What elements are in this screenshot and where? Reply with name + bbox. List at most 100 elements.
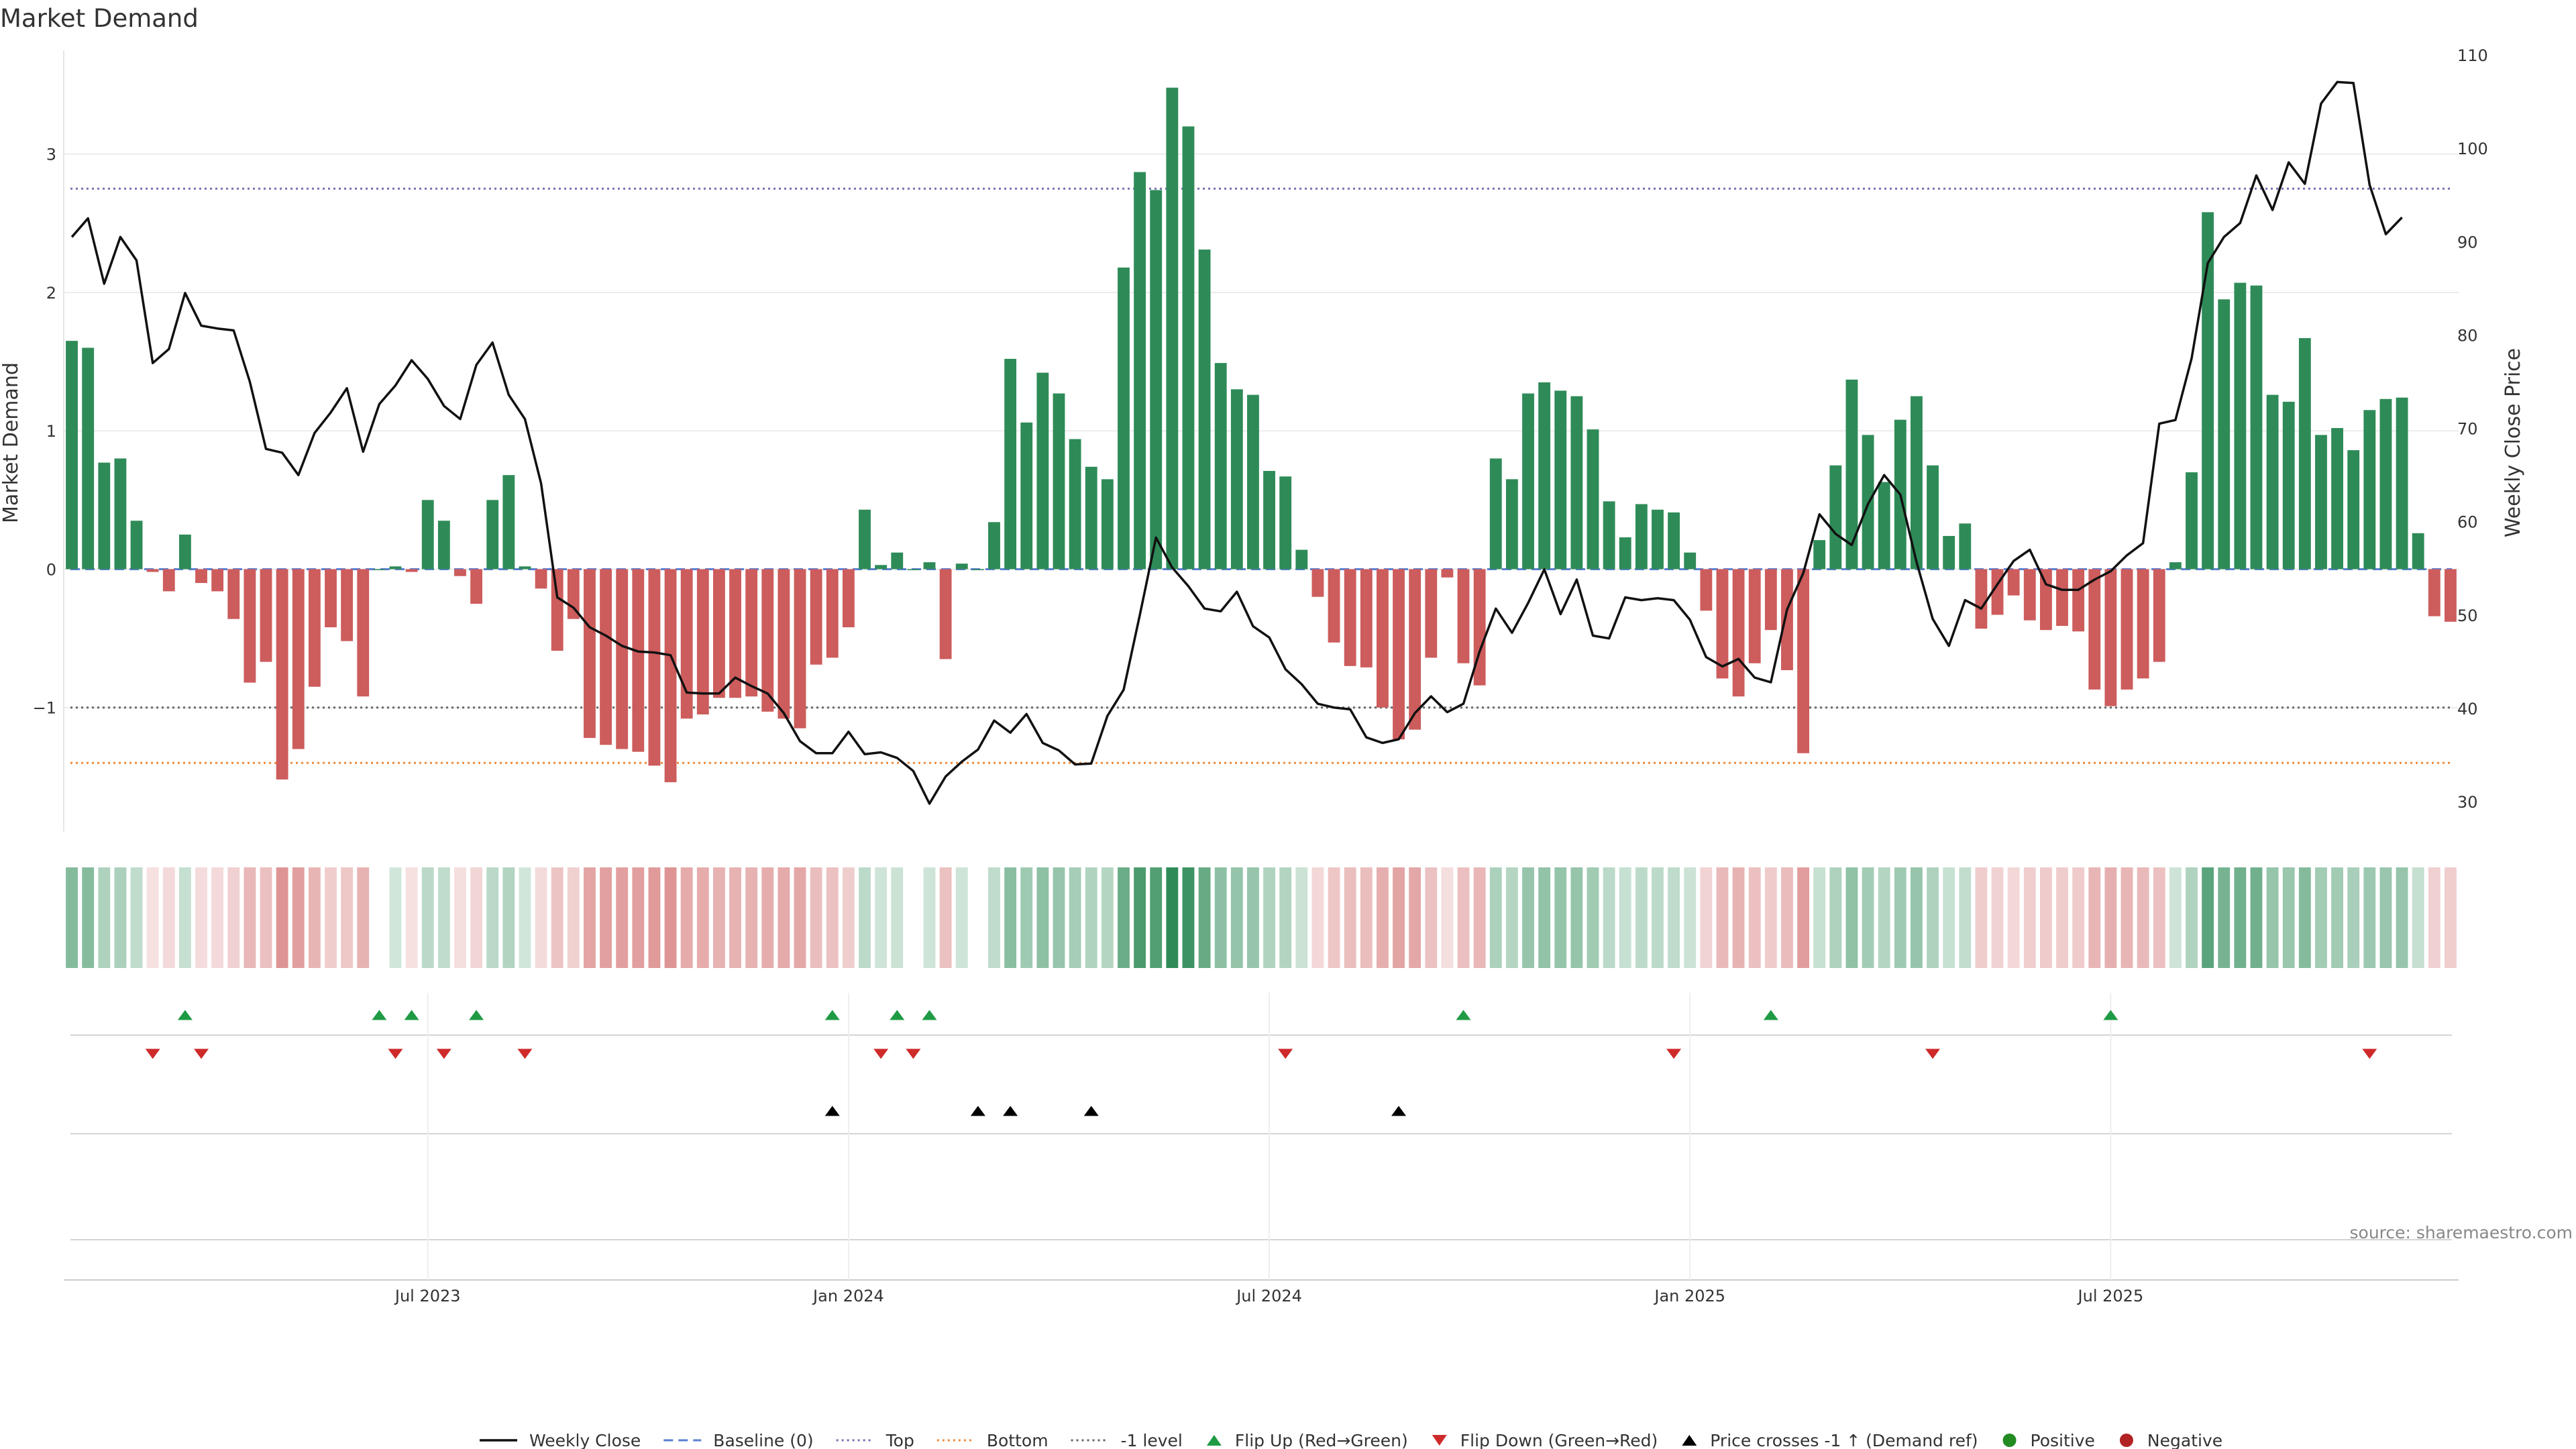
heat-cell (437, 867, 450, 968)
flip-down-marker (906, 1049, 921, 1059)
legend-label: Top (885, 1431, 914, 1449)
heat-cell (1166, 867, 1179, 968)
positive-bar (1101, 479, 1114, 570)
heat-cell (1457, 867, 1470, 968)
heat-cell (2331, 867, 2344, 968)
heat-cell (1927, 867, 1939, 968)
y-axis-label: Market Demand (0, 362, 23, 523)
negative-bar (1311, 569, 1324, 597)
flip-up-marker (824, 1010, 840, 1020)
heat-cell (1134, 867, 1146, 968)
price-cross-marker (1003, 1106, 1018, 1116)
heat-cell (2121, 867, 2133, 968)
negative-bar (1328, 569, 1340, 643)
heat-cell (1020, 867, 1033, 968)
heat-cell (1959, 867, 1972, 968)
heat-cell (1845, 867, 1858, 968)
y-tick-label: 0 (46, 560, 56, 579)
heat-cell (1473, 867, 1486, 968)
negative-bar (1797, 569, 1809, 753)
y2-tick-label: 90 (2457, 233, 2478, 252)
legend-label: Weekly Close (529, 1431, 641, 1449)
heat-cell (308, 867, 321, 968)
positive-bar (1652, 509, 1664, 570)
negative-bar (616, 569, 629, 749)
legend-label: Negative (2147, 1431, 2222, 1449)
heat-cell (98, 867, 111, 968)
y-tick-label: 1 (46, 422, 56, 441)
legend-swatch-triangle (1432, 1435, 1447, 1446)
x-tick-label: Jul 2023 (394, 1287, 461, 1305)
positive-bar (1813, 540, 1826, 570)
heat-cell (389, 867, 402, 968)
positive-bar (971, 569, 984, 570)
heat-cell (632, 867, 645, 968)
chart-title: Market Demand (0, 4, 199, 33)
y2-tick-label: 60 (2457, 513, 2478, 532)
positive-bar (2412, 533, 2424, 570)
heat-cell (567, 867, 580, 968)
heat-cell (2250, 867, 2263, 968)
heat-cell (584, 867, 596, 968)
positive-bar (1230, 389, 1243, 570)
heat-cell (2007, 867, 2020, 968)
heat-cell (1635, 867, 1648, 968)
heat-cell (1748, 867, 1761, 968)
negative-bar (551, 569, 564, 651)
positive-bar (1505, 479, 1518, 570)
positive-bar (1263, 471, 1275, 570)
heat-cell (1975, 867, 1988, 968)
heat-cell (1279, 867, 1292, 968)
positive-bar (1182, 126, 1195, 570)
heat-cell (276, 867, 288, 968)
positive-bar (923, 562, 936, 570)
legend-label: Price crosses -1 ↑ (Demand ref) (1710, 1431, 1978, 1449)
positive-bar (421, 500, 434, 570)
heat-cell (1505, 867, 1518, 968)
flip-up-marker (177, 1010, 193, 1020)
negative-bar (2104, 569, 2117, 706)
positive-bar (389, 566, 402, 570)
heat-cell (1603, 867, 1615, 968)
negative-bar (632, 569, 645, 752)
positive-bar (1668, 512, 1680, 570)
positive-bar (1247, 394, 1259, 570)
legend-label: Flip Up (Red→Green) (1235, 1431, 1408, 1449)
positive-bar (1214, 363, 1227, 570)
negative-bar (729, 569, 741, 698)
heat-cell (1894, 867, 1907, 968)
flip-down-marker (2362, 1049, 2377, 1059)
negative-bar (713, 569, 725, 698)
flip-down-marker (436, 1049, 451, 1059)
positive-bar (1069, 439, 1081, 570)
negative-bar (600, 569, 612, 745)
flip-up-marker (1763, 1010, 1778, 1020)
positive-bar (907, 569, 920, 570)
y2-tick-label: 40 (2457, 700, 2478, 718)
heat-cell (1036, 867, 1049, 968)
positive-bar (891, 552, 904, 570)
positive-bar (519, 566, 531, 570)
negative-bar (2137, 569, 2149, 679)
event-markers (145, 1010, 2377, 1116)
heat-cell (1684, 867, 1697, 968)
heat-cell (470, 867, 483, 968)
negative-bar (1425, 569, 1438, 658)
heat-cell (907, 867, 920, 968)
flip-down-marker (145, 1049, 160, 1059)
heat-cell (680, 867, 693, 968)
x-tick-label: Jan 2025 (1653, 1287, 1725, 1305)
heat-cell (1522, 867, 1534, 968)
positive-bar (1538, 382, 1551, 570)
negative-bar (1473, 569, 1486, 686)
positive-bar (2396, 397, 2408, 570)
heat-cell (891, 867, 904, 968)
y2-tick-label: 70 (2457, 420, 2478, 439)
heat-cell (2072, 867, 2085, 968)
heat-cell (244, 867, 256, 968)
heat-cell (325, 867, 337, 968)
negative-bar (2039, 569, 2052, 631)
negative-bar (308, 569, 321, 687)
heat-cell (2137, 867, 2149, 968)
heat-cell (114, 867, 127, 968)
